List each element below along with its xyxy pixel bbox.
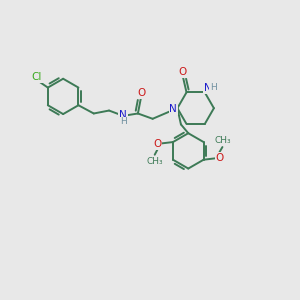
Text: N: N: [169, 104, 177, 114]
Text: N: N: [119, 110, 127, 120]
Text: N: N: [204, 83, 212, 93]
Text: H: H: [210, 83, 216, 92]
Text: O: O: [179, 67, 187, 77]
Text: O: O: [137, 88, 146, 98]
Text: CH₃: CH₃: [214, 136, 231, 145]
Text: CH₃: CH₃: [146, 157, 163, 166]
Text: H: H: [120, 117, 127, 126]
Text: O: O: [215, 153, 223, 163]
Text: O: O: [153, 139, 161, 149]
Text: Cl: Cl: [32, 72, 42, 82]
